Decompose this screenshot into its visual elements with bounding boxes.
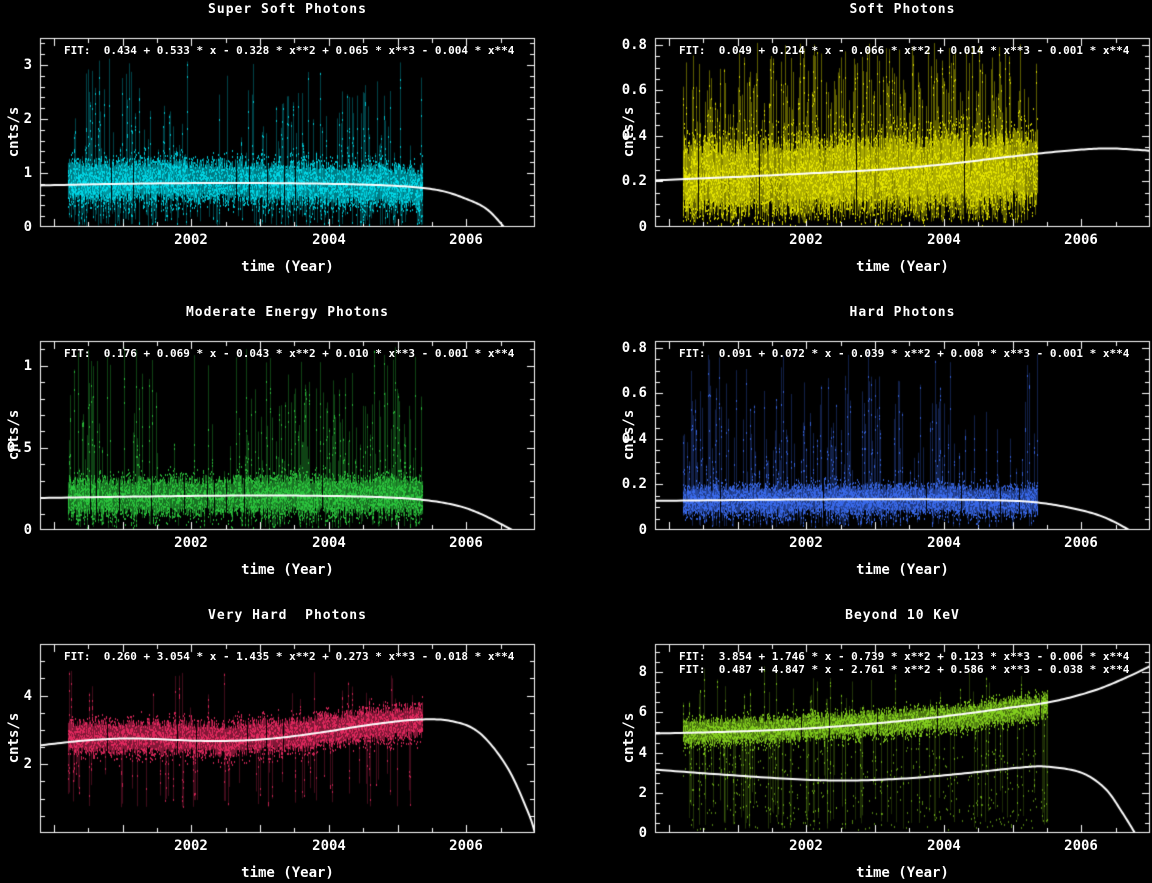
y-tick-label: 0.4 [621, 431, 647, 447]
panel-title: Very Hard Photons [208, 608, 367, 623]
y-tick-label: 0 [638, 825, 647, 841]
x-axis-label: time (Year) [856, 562, 949, 578]
plot-canvas [615, 608, 1152, 848]
y-tick-label: 0 [638, 522, 647, 538]
panel-hard-photons: Hard Photons FIT: 0.091 + 0.072 * x - 0.0… [615, 305, 1152, 608]
y-tick-label: 3 [23, 57, 32, 73]
y-tick-label: 1 [23, 358, 32, 374]
y-tick-label: 0 [638, 219, 647, 235]
plot-canvas [615, 2, 1152, 242]
panel-title: Moderate Energy Photons [185, 305, 389, 320]
x-tick-label: 2002 [174, 232, 208, 248]
y-tick-label: 2 [638, 785, 647, 801]
y-tick-label: 4 [23, 688, 32, 704]
panel-title: Beyond 10 KeV [845, 608, 960, 623]
panel-very-hard-photons: Very Hard Photons FIT: 0.260 + 3.054 * x … [0, 608, 576, 883]
fit-equation-label: FIT: 0.260 + 3.054 * x - 1.435 * x**2 + … [64, 650, 515, 663]
y-tick-label: 4 [638, 745, 647, 761]
y-tick-label: 0 [23, 522, 32, 538]
plot-canvas [0, 305, 576, 545]
x-axis-label: time (Year) [856, 865, 949, 881]
panel-title: Hard Photons [849, 305, 956, 320]
panel-title: Soft Photons [849, 2, 956, 17]
panel-super-soft-photons: Super Soft Photons FIT: 0.434 + 0.533 * x… [0, 2, 576, 305]
fit-equation-label: FIT: 0.049 + 0.214 * x - 0.066 * x**2 + … [679, 44, 1130, 57]
x-tick-label: 2006 [1064, 535, 1098, 551]
x-tick-label: 2006 [449, 535, 483, 551]
panel-soft-photons: Soft Photons FIT: 0.049 + 0.214 * x - 0.0… [615, 2, 1152, 305]
x-axis-label: time (Year) [241, 865, 334, 881]
fit-equation-label: FIT: 0.176 + 0.069 * x - 0.043 * x**2 + … [64, 347, 515, 360]
panel-title: Super Soft Photons [208, 2, 367, 17]
plot-canvas [0, 2, 576, 242]
fit-equation-label: FIT: 0.091 + 0.072 * x - 0.039 * x**2 + … [679, 347, 1130, 360]
y-tick-label: 0.8 [621, 37, 647, 53]
x-tick-label: 2002 [789, 838, 823, 854]
plot-canvas [0, 608, 576, 848]
x-tick-label: 2006 [449, 838, 483, 854]
x-tick-label: 2004 [312, 535, 346, 551]
y-tick-label: 2 [23, 111, 32, 127]
x-tick-label: 2004 [312, 232, 346, 248]
y-axis-label: cnts/s [6, 409, 22, 461]
x-tick-label: 2004 [927, 232, 961, 248]
x-tick-label: 2006 [1064, 838, 1098, 854]
fit-equation-label: FIT: 0.487 + 4.847 * x - 2.761 * x**2 + … [679, 663, 1130, 676]
y-tick-label: 0.8 [621, 340, 647, 356]
panel-moderate-energy-photons: Moderate Energy Photons FIT: 0.176 + 0.06… [0, 305, 576, 608]
y-tick-label: 0.4 [621, 128, 647, 144]
fit-equation-label: FIT: 0.434 + 0.533 * x - 0.328 * x**2 + … [64, 44, 515, 57]
x-tick-label: 2004 [312, 838, 346, 854]
y-tick-label: 0.2 [621, 476, 647, 492]
x-tick-label: 2004 [927, 535, 961, 551]
x-tick-label: 2004 [927, 838, 961, 854]
y-tick-label: 0.6 [621, 82, 647, 98]
panel-beyond-10-kev: Beyond 10 KeV FIT: 3.854 + 1.746 * x - 0.… [615, 608, 1152, 883]
y-tick-label: 0.2 [621, 173, 647, 189]
x-axis-label: time (Year) [241, 562, 334, 578]
y-tick-label: 2 [23, 756, 32, 772]
x-tick-label: 2002 [174, 838, 208, 854]
y-tick-label: 1 [23, 165, 32, 181]
y-tick-label: 0.6 [621, 385, 647, 401]
x-tick-label: 2002 [174, 535, 208, 551]
x-axis-label: time (Year) [241, 259, 334, 275]
x-axis-label: time (Year) [856, 259, 949, 275]
x-tick-label: 2006 [1064, 232, 1098, 248]
y-axis-label: cnts/s [6, 106, 22, 158]
x-tick-label: 2006 [449, 232, 483, 248]
plot-canvas [615, 305, 1152, 545]
y-tick-label: 0.5 [6, 440, 32, 456]
y-tick-label: 0 [23, 219, 32, 235]
y-tick-label: 6 [638, 704, 647, 720]
y-tick-label: 8 [638, 664, 647, 680]
fit-equation-label: FIT: 3.854 + 1.746 * x - 0.739 * x**2 + … [679, 650, 1130, 663]
x-tick-label: 2002 [789, 535, 823, 551]
x-tick-label: 2002 [789, 232, 823, 248]
